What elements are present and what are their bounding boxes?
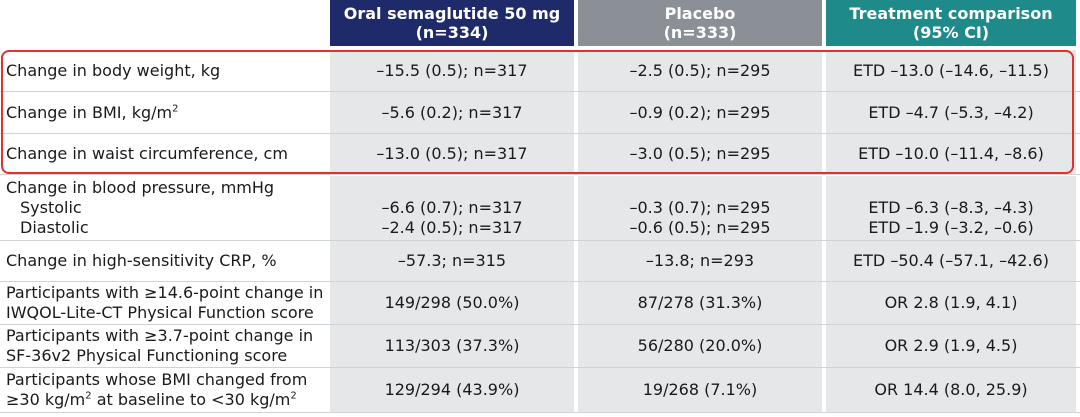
placebo-value: –2.5 (0.5); n=295 bbox=[578, 50, 822, 91]
row-label: Change in blood pressure, mmHg Systolic … bbox=[0, 176, 326, 240]
semaglutide-value: –15.5 (0.5); n=317 bbox=[330, 50, 574, 91]
comparison-value: ETD –13.0 (–14.6, –11.5) bbox=[826, 50, 1076, 91]
comparison-value: OR 2.8 (1.9, 4.1) bbox=[826, 282, 1076, 324]
row-label: Participants with ≥14.6-point change in … bbox=[0, 282, 326, 324]
comparison-value: ETD –6.3 (–8.3, –4.3) ETD –1.9 (–3.2, –0… bbox=[826, 176, 1076, 240]
semaglutide-value: –13.0 (0.5); n=317 bbox=[330, 134, 574, 174]
row-label: Change in body weight, kg bbox=[0, 50, 326, 91]
table-row: Change in blood pressure, mmHg Systolic … bbox=[0, 176, 1080, 241]
row-label: Participants whose BMI changed from ≥30 … bbox=[0, 368, 326, 412]
semaglutide-value: –5.6 (0.2); n=317 bbox=[330, 92, 574, 133]
table-row: Participants with ≥3.7-point change in S… bbox=[0, 325, 1080, 368]
semaglutide-value: 129/294 (43.9%) bbox=[330, 368, 574, 412]
table-row: Participants whose BMI changed from ≥30 … bbox=[0, 368, 1080, 413]
table-row: Change in BMI, kg/m2 –5.6 (0.2); n=317 –… bbox=[0, 92, 1080, 134]
header-treatment-comparison: Treatment comparison (95% CI) bbox=[826, 0, 1076, 46]
placebo-value: –0.3 (0.7); n=295 –0.6 (0.5); n=295 bbox=[578, 176, 822, 240]
comparison-value: OR 14.4 (8.0, 25.9) bbox=[826, 368, 1076, 412]
header-oral-semaglutide: Oral semaglutide 50 mg (n=334) bbox=[330, 0, 574, 46]
placebo-value: –3.0 (0.5); n=295 bbox=[578, 134, 822, 174]
semaglutide-value: –6.6 (0.7); n=317 –2.4 (0.5); n=317 bbox=[330, 176, 574, 240]
semaglutide-value: 149/298 (50.0%) bbox=[330, 282, 574, 324]
row-label: Change in waist circumference, cm bbox=[0, 134, 326, 174]
row-label: Participants with ≥3.7-point change in S… bbox=[0, 325, 326, 367]
placebo-value: –13.8; n=293 bbox=[578, 241, 822, 281]
comparison-value: ETD –10.0 (–11.4, –8.6) bbox=[826, 134, 1076, 174]
row-label: Change in high-sensitivity CRP, % bbox=[0, 241, 326, 281]
comparison-value: ETD –4.7 (–5.3, –4.2) bbox=[826, 92, 1076, 133]
table-row: Change in body weight, kg –15.5 (0.5); n… bbox=[0, 50, 1080, 92]
row-label: Change in BMI, kg/m2 bbox=[0, 92, 326, 133]
comparison-value: ETD –50.4 (–57.1, –42.6) bbox=[826, 241, 1076, 281]
header-placebo: Placebo (n=333) bbox=[578, 0, 822, 46]
placebo-value: 56/280 (20.0%) bbox=[578, 325, 822, 367]
placebo-value: 19/268 (7.1%) bbox=[578, 368, 822, 412]
placebo-value: –0.9 (0.2); n=295 bbox=[578, 92, 822, 133]
semaglutide-value: –57.3; n=315 bbox=[330, 241, 574, 281]
comparison-value: OR 2.9 (1.9, 4.5) bbox=[826, 325, 1076, 367]
table-row: Change in high-sensitivity CRP, % –57.3;… bbox=[0, 241, 1080, 282]
table-row: Participants with ≥14.6-point change in … bbox=[0, 282, 1080, 325]
semaglutide-value: 113/303 (37.3%) bbox=[330, 325, 574, 367]
table-row: Change in waist circumference, cm –13.0 … bbox=[0, 134, 1080, 175]
placebo-value: 87/278 (31.3%) bbox=[578, 282, 822, 324]
